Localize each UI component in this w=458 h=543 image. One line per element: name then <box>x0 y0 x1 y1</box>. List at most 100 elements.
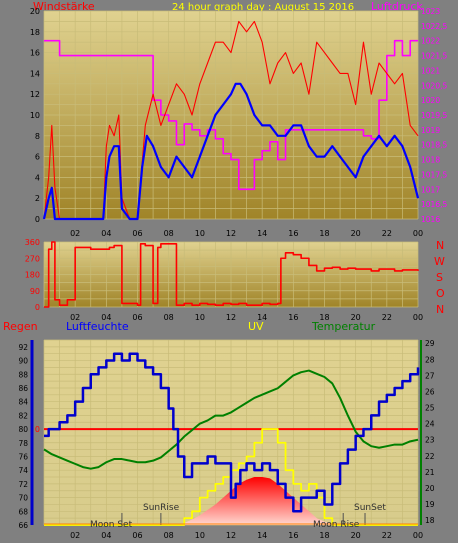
pressure-tick-label: 1021 <box>421 66 440 75</box>
x-tick-label: 14 <box>257 531 267 540</box>
direction-tick-label: 180 <box>25 271 40 280</box>
x-tick-label: 16 <box>288 313 298 322</box>
temperature-tick-label: 22 <box>425 452 435 461</box>
wind-tick-label: 4 <box>35 173 40 182</box>
x-tick-label: 12 <box>226 531 236 540</box>
humidity-tick-label: 82 <box>18 411 28 420</box>
solar-radiation-area <box>44 477 418 525</box>
x-tick-label: 04 <box>101 531 111 540</box>
humidity-tick-label: 84 <box>18 398 28 407</box>
temperature-tick-label: 25 <box>425 404 435 413</box>
pressure-tick-label: 1022 <box>421 37 440 46</box>
humidity-tick-label: 72 <box>18 480 28 489</box>
x-tick-label: 00 <box>413 313 423 322</box>
x-tick-label: 10 <box>195 313 205 322</box>
x-tick-label: 00 <box>413 531 423 540</box>
pressure-tick-label: 1019,5 <box>421 111 447 120</box>
x-tick-label: 04 <box>101 313 111 322</box>
sunrise-label: SunRise <box>143 503 180 513</box>
x-tick-label: 22 <box>382 313 392 322</box>
regen-label: Regen <box>3 320 38 333</box>
x-tick-label: 14 <box>257 313 267 322</box>
humidity-tick-label: 78 <box>18 439 28 448</box>
compass-label: S <box>436 271 443 284</box>
x-tick-label: 18 <box>319 229 329 238</box>
uv-line <box>44 428 418 526</box>
x-tick-label: 18 <box>319 313 329 322</box>
chart-title: 24 hour graph day : August 15 2016 <box>172 2 354 13</box>
wind-tick-label: 2 <box>35 194 40 203</box>
uv-label: UV <box>248 320 264 333</box>
humidity-tick-label: 74 <box>18 466 28 475</box>
x-tick-label: 04 <box>101 229 111 238</box>
luftfeuchte-label: Luftfeuchte <box>66 320 129 333</box>
compass-label: N <box>436 303 444 316</box>
x-tick-label: 10 <box>195 229 205 238</box>
humidity-tick-label: 88 <box>18 370 28 379</box>
x-tick-label: 16 <box>288 229 298 238</box>
wind-tick-label: 6 <box>35 153 40 162</box>
pressure-tick-label: 1016,5 <box>421 200 447 209</box>
x-tick-label: 02 <box>70 229 80 238</box>
x-tick-label: 18 <box>319 531 329 540</box>
temperature-tick-label: 27 <box>425 371 435 380</box>
luftdruck-label: Luftdruck <box>371 0 423 13</box>
wind-tick-label: 12 <box>30 90 40 99</box>
humidity-tick-label: 92 <box>18 343 28 352</box>
pressure-tick-label: 1020 <box>421 96 440 105</box>
x-tick-label: 20 <box>351 531 361 540</box>
sunset-label: SunSet <box>354 503 386 513</box>
x-tick-label: 12 <box>226 229 236 238</box>
humidity-tick-label: 86 <box>18 384 28 393</box>
temperature-line <box>43 369 419 470</box>
x-tick-label: 12 <box>226 313 236 322</box>
x-tick-label: 20 <box>351 229 361 238</box>
compass-label: W <box>434 255 445 268</box>
x-tick-label: 00 <box>413 229 423 238</box>
wind-average-line <box>42 82 420 221</box>
pressure-tick-label: 1023 <box>421 7 440 16</box>
x-tick-label: 22 <box>382 229 392 238</box>
humidity-tick-label: 76 <box>18 452 28 461</box>
x-tick-label: 02 <box>70 313 80 322</box>
wind-tick-label: 14 <box>30 69 40 78</box>
humidity-tick-label: 90 <box>18 357 28 366</box>
x-tick-label: 08 <box>164 531 174 540</box>
rain-zero-label: 0 <box>35 425 40 434</box>
x-tick-label: 20 <box>351 313 361 322</box>
pressure-tick-label: 1018,5 <box>421 141 447 150</box>
humidity-tick-label: 68 <box>18 507 28 516</box>
pressure-tick-label: 1017 <box>421 185 440 194</box>
temperature-tick-label: 23 <box>425 436 435 445</box>
wind-tick-label: 16 <box>30 49 40 58</box>
pressure-tick-label: 1018 <box>421 156 440 165</box>
wind-tick-label: 10 <box>30 111 40 120</box>
compass-labels: N W S O N <box>434 239 445 316</box>
direction-tick-label: 360 <box>25 238 40 247</box>
temperatur-label: Temperatur <box>311 320 376 333</box>
moon-rise-label: Moon Rise <box>313 520 360 530</box>
temperature-tick-label: 29 <box>425 339 435 348</box>
compass-label: O <box>436 287 445 300</box>
pressure-tick-label: 1020,5 <box>421 81 447 90</box>
temperature-tick-label: 18 <box>425 516 435 525</box>
x-tick-label: 14 <box>257 229 267 238</box>
temperature-tick-label: 24 <box>425 420 435 429</box>
direction-tick-label: 0 <box>35 303 40 312</box>
x-tick-label: 06 <box>132 229 142 238</box>
temperature-tick-label: 19 <box>425 500 435 509</box>
humidity-line <box>44 352 420 513</box>
x-tick-label: 02 <box>70 531 80 540</box>
pressure-tick-label: 1017,5 <box>421 170 447 179</box>
pressure-tick-label: 1021,5 <box>421 52 447 61</box>
wind-gust-line <box>43 20 419 220</box>
direction-tick-label: 270 <box>25 254 40 263</box>
wind-tick-label: 18 <box>30 28 40 37</box>
wind-direction-line <box>44 241 419 308</box>
x-tick-label: 08 <box>164 313 174 322</box>
temperature-tick-label: 20 <box>425 484 435 493</box>
x-tick-label: 16 <box>288 531 298 540</box>
temperature-tick-label: 21 <box>425 468 435 477</box>
